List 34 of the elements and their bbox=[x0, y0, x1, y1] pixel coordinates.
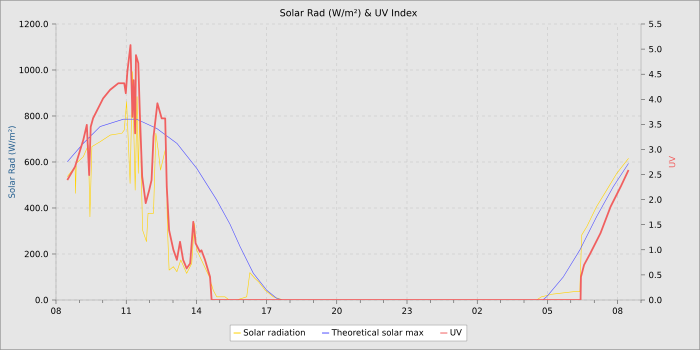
y2-axis-title: UV bbox=[668, 156, 676, 168]
y-tick-label: 200.0 bbox=[24, 250, 48, 258]
y2-tick-label: 3.0 bbox=[649, 146, 662, 153]
y2-tick-label: 0.0 bbox=[649, 296, 662, 304]
y-tick-label: 1000.0 bbox=[20, 66, 48, 74]
x-tick-label: 23 bbox=[402, 308, 412, 314]
x-tick-label: 20 bbox=[332, 308, 342, 314]
x-tick-label: 14 bbox=[192, 308, 202, 314]
x-tick-label: 02 bbox=[472, 308, 482, 314]
y2-tick-label: 1.5 bbox=[649, 222, 662, 228]
x-tick-label: 08 bbox=[51, 308, 61, 314]
y2-tick-label: 0.5 bbox=[649, 272, 662, 278]
y2-tick-label: 2.5 bbox=[649, 171, 662, 178]
y2-tick-label: 5.0 bbox=[649, 46, 662, 52]
x-tick-label: 11 bbox=[122, 308, 131, 314]
y-tick-label: 400.0 bbox=[24, 204, 48, 212]
y-tick-label: 600.0 bbox=[24, 158, 48, 166]
legend-label: UV bbox=[450, 329, 462, 336]
y2-tick-label: 5.5 bbox=[649, 20, 662, 28]
y2-tick-label: 4.5 bbox=[648, 71, 662, 78]
y-tick-label: 1200.0 bbox=[20, 20, 48, 28]
y-tick-label: 0.0 bbox=[36, 296, 48, 304]
x-tick-label: 05 bbox=[542, 308, 552, 314]
y2-tick-label: 1.0 bbox=[649, 246, 662, 254]
y2-tick-label: 4.0 bbox=[648, 96, 662, 102]
y-tick-label: 800.0 bbox=[24, 112, 48, 120]
y-axis-title: Solar Rad (W/m²) bbox=[8, 126, 16, 198]
x-tick-label: 17 bbox=[262, 308, 272, 314]
y2-tick-label: 2.0 bbox=[649, 196, 662, 203]
y2-tick-label: 3.5 bbox=[649, 121, 662, 128]
legend-label: Solar radiation bbox=[244, 329, 305, 336]
chart-title: Solar Rad (W/m²) & UV Index bbox=[280, 8, 418, 18]
x-tick-label: 08 bbox=[612, 308, 622, 314]
legend-label: Theoretical solar max bbox=[332, 329, 424, 336]
